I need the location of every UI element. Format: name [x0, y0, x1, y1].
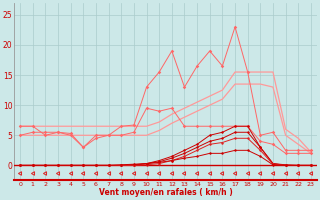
X-axis label: Vent moyen/en rafales ( km/h ): Vent moyen/en rafales ( km/h ): [99, 188, 232, 197]
